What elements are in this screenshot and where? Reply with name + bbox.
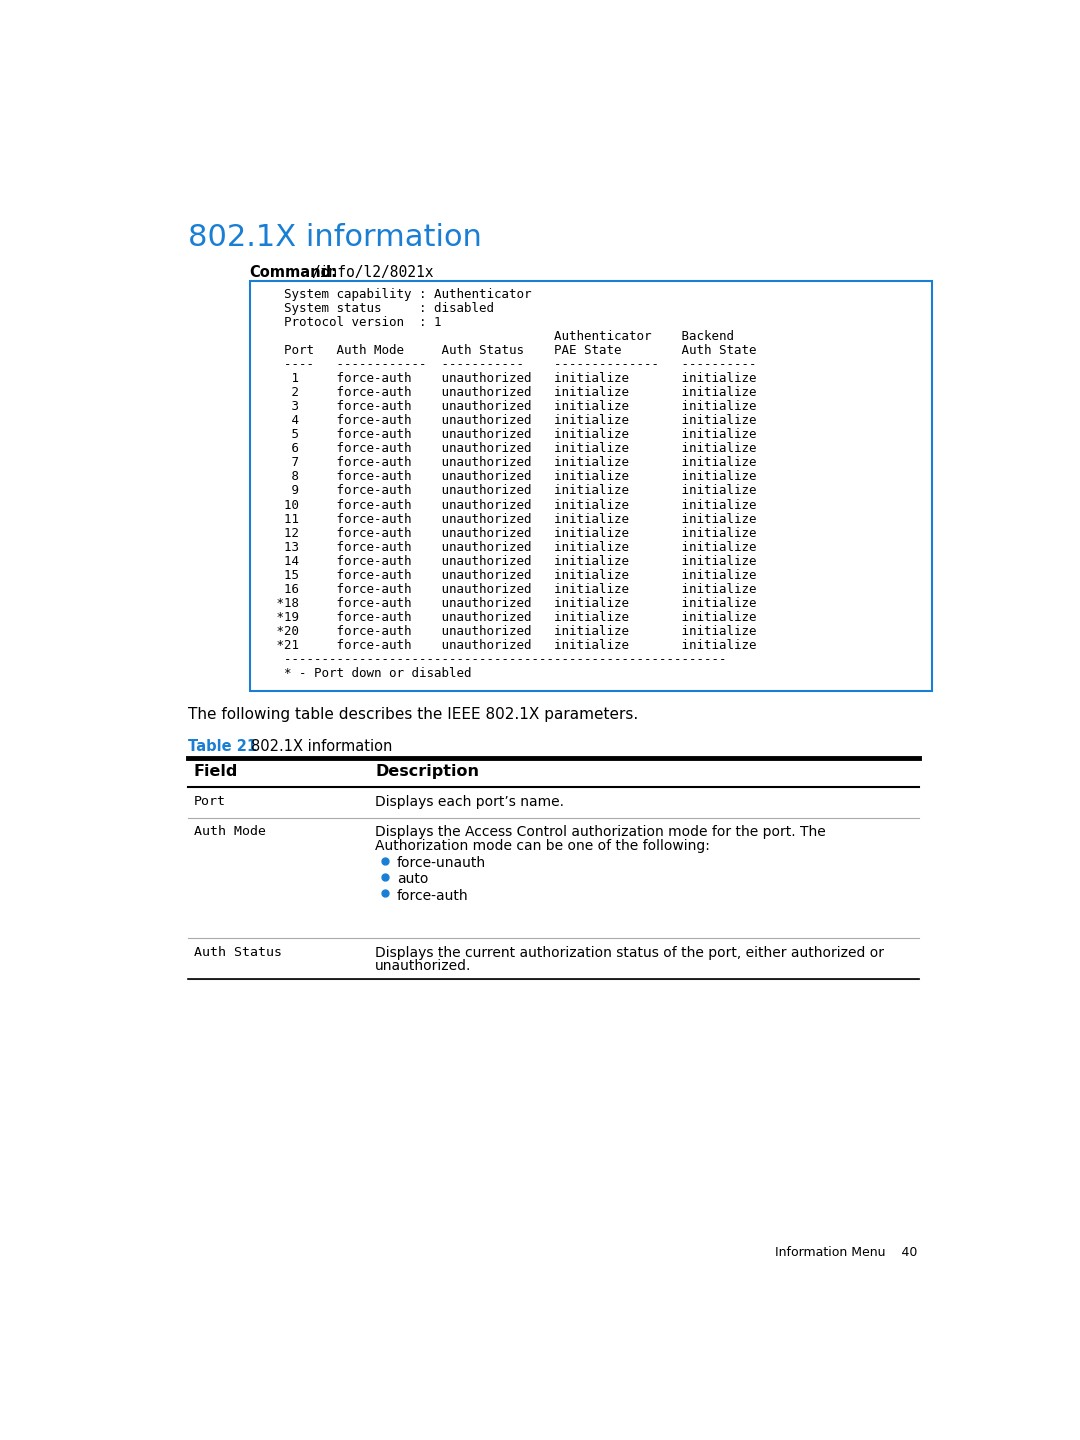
Text: ----   ------------  -----------    --------------   ----------: ---- ------------ ----------- ----------… [255,359,757,372]
Text: 14     force-auth    unauthorized   initialize       initialize: 14 force-auth unauthorized initialize in… [255,554,757,567]
Text: 4     force-auth    unauthorized   initialize       initialize: 4 force-auth unauthorized initialize ini… [255,415,757,428]
Text: 16     force-auth    unauthorized   initialize       initialize: 16 force-auth unauthorized initialize in… [255,583,757,596]
FancyBboxPatch shape [249,281,932,691]
Text: 6     force-auth    unauthorized   initialize       initialize: 6 force-auth unauthorized initialize ini… [255,442,757,455]
Text: *19     force-auth    unauthorized   initialize       initialize: *19 force-auth unauthorized initialize i… [255,611,757,624]
Text: -----------------------------------------------------------: ----------------------------------------… [255,652,727,665]
Text: auto: auto [397,873,429,887]
Text: /info/l2/8021x: /info/l2/8021x [312,265,434,281]
Text: Command:: Command: [249,265,338,281]
Text: Protocol version  : 1: Protocol version : 1 [255,317,442,330]
Text: Table 21: Table 21 [188,739,257,755]
Text: 8     force-auth    unauthorized   initialize       initialize: 8 force-auth unauthorized initialize ini… [255,471,757,484]
Text: 15     force-auth    unauthorized   initialize       initialize: 15 force-auth unauthorized initialize in… [255,569,757,582]
Text: 3     force-auth    unauthorized   initialize       initialize: 3 force-auth unauthorized initialize ini… [255,400,757,413]
Text: Displays the current authorization status of the port, either authorized or: Displays the current authorization statu… [375,946,885,959]
Text: force-unauth: force-unauth [397,857,486,870]
Text: Port: Port [194,795,226,808]
Text: *18     force-auth    unauthorized   initialize       initialize: *18 force-auth unauthorized initialize i… [255,596,757,609]
Text: Authenticator    Backend: Authenticator Backend [255,330,734,343]
Text: The following table describes the IEEE 802.1X parameters.: The following table describes the IEEE 8… [188,707,638,721]
Text: System capability : Authenticator: System capability : Authenticator [255,288,531,301]
Text: Information Menu    40: Information Menu 40 [775,1246,918,1259]
Text: 2     force-auth    unauthorized   initialize       initialize: 2 force-auth unauthorized initialize ini… [255,386,757,399]
Text: Auth Mode: Auth Mode [194,825,266,838]
Text: Auth Status: Auth Status [194,946,282,959]
Text: Displays the Access Control authorization mode for the port. The: Displays the Access Control authorizatio… [375,825,826,840]
Text: 1     force-auth    unauthorized   initialize       initialize: 1 force-auth unauthorized initialize ini… [255,373,757,386]
Text: Field: Field [194,763,239,779]
Text: Port   Auth Mode     Auth Status    PAE State        Auth State: Port Auth Mode Auth Status PAE State Aut… [255,344,757,357]
Text: * - Port down or disabled: * - Port down or disabled [255,667,472,680]
Text: unauthorized.: unauthorized. [375,959,472,972]
Text: *20     force-auth    unauthorized   initialize       initialize: *20 force-auth unauthorized initialize i… [255,625,757,638]
Text: 802.1X information: 802.1X information [252,739,393,755]
Text: force-auth: force-auth [397,888,469,903]
Text: 12     force-auth    unauthorized   initialize       initialize: 12 force-auth unauthorized initialize in… [255,527,757,540]
Text: *21     force-auth    unauthorized   initialize       initialize: *21 force-auth unauthorized initialize i… [255,639,757,652]
Text: 5     force-auth    unauthorized   initialize       initialize: 5 force-auth unauthorized initialize ini… [255,429,757,442]
Text: 11     force-auth    unauthorized   initialize       initialize: 11 force-auth unauthorized initialize in… [255,513,757,526]
Text: Description: Description [375,763,480,779]
Text: Displays each port’s name.: Displays each port’s name. [375,795,564,809]
Text: 802.1X information: 802.1X information [188,223,482,252]
Text: 13     force-auth    unauthorized   initialize       initialize: 13 force-auth unauthorized initialize in… [255,540,757,553]
Text: 7     force-auth    unauthorized   initialize       initialize: 7 force-auth unauthorized initialize ini… [255,456,757,469]
Text: 10     force-auth    unauthorized   initialize       initialize: 10 force-auth unauthorized initialize in… [255,498,757,511]
Text: 9     force-auth    unauthorized   initialize       initialize: 9 force-auth unauthorized initialize ini… [255,484,757,497]
Text: Authorization mode can be one of the following:: Authorization mode can be one of the fol… [375,838,711,852]
Text: System status     : disabled: System status : disabled [255,302,495,315]
